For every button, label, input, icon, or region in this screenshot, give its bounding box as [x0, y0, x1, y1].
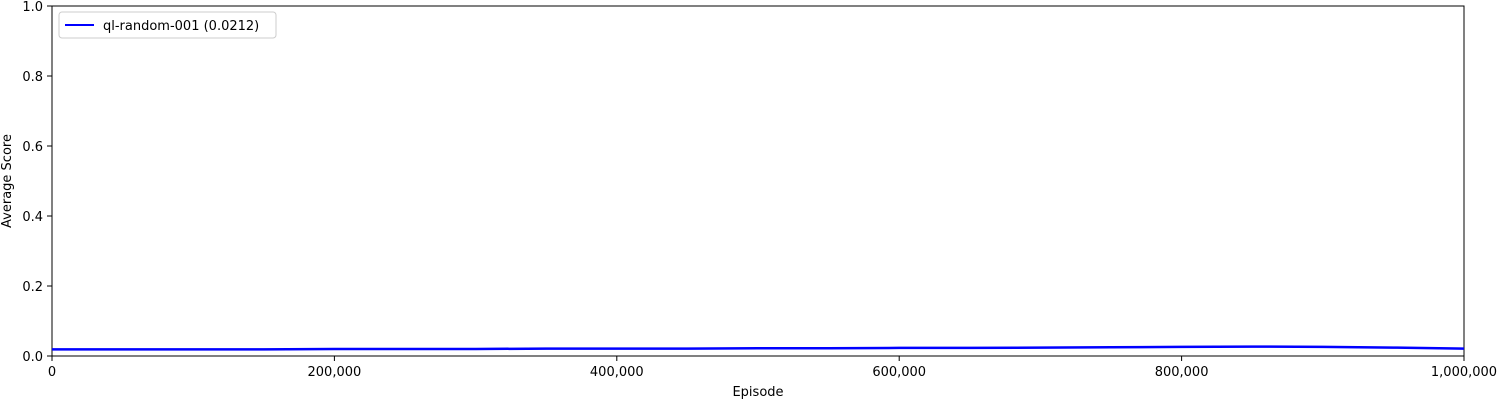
- x-tick-label: 600,000: [872, 365, 926, 380]
- x-tick-label: 1,000,000: [1431, 365, 1497, 380]
- y-tick-label: 0.2: [22, 280, 43, 295]
- plot-area: [51, 5, 1465, 357]
- series-line: [52, 345, 1465, 351]
- y-tick-label: 0.4: [22, 210, 43, 225]
- x-tick-label: 800,000: [1155, 365, 1209, 380]
- legend-series-label: ql-random-001 (0.0212): [103, 19, 259, 34]
- y-axis-label: Average Score: [0, 134, 15, 228]
- y-tick-label: 0.6: [22, 140, 43, 155]
- y-axis-ticks: 0.0 0.2 0.4 0.6 0.8 1.0: [22, 0, 52, 365]
- x-axis-ticks: 0 200,000 400,000 600,000 800,000 1,000,000: [48, 356, 1497, 380]
- x-tick-label: 0: [48, 365, 56, 380]
- y-tick-label: 0.0: [22, 350, 43, 365]
- legend-box: [58, 11, 277, 39]
- y-tick-label: 0.8: [22, 70, 43, 85]
- x-axis-label: Episode: [732, 385, 783, 400]
- series-layer: [52, 345, 1465, 351]
- x-tick-label: 400,000: [590, 365, 644, 380]
- y-tick-label: 1.0: [22, 0, 43, 15]
- x-tick-label: 200,000: [308, 365, 362, 380]
- legend: ql-random-001 (0.0212): [58, 11, 277, 39]
